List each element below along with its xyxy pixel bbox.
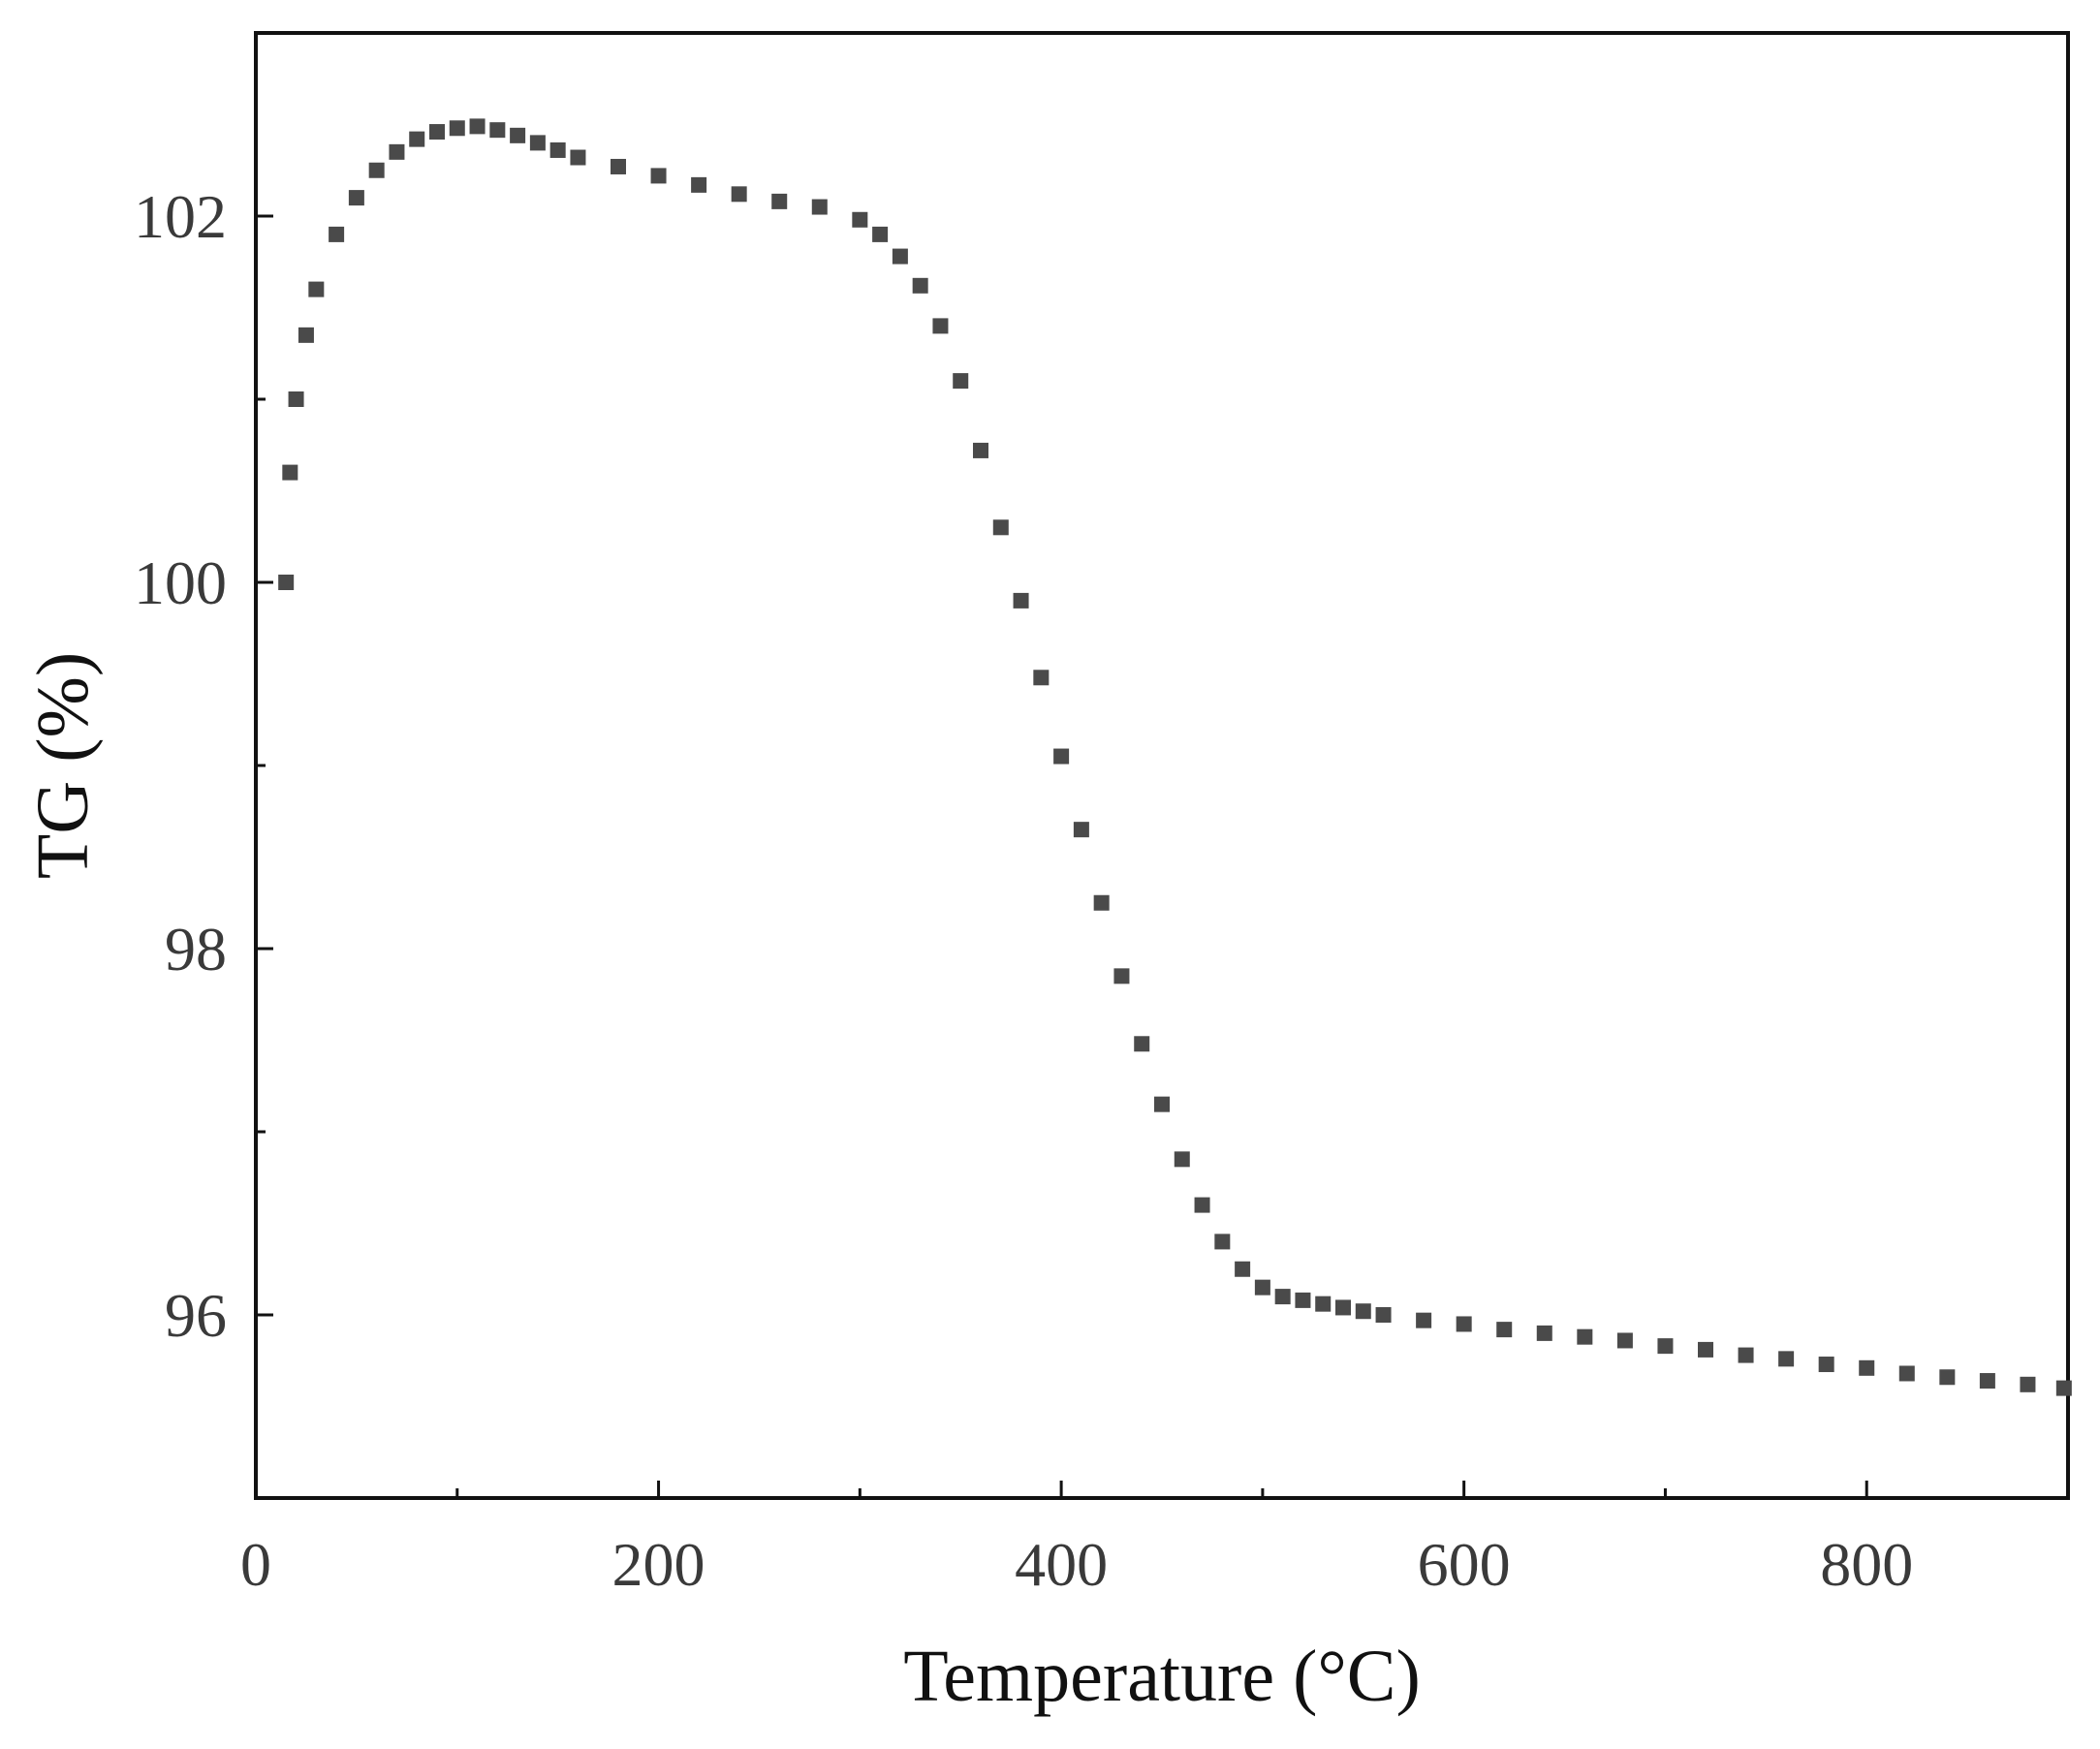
- data-point: [912, 277, 928, 294]
- data-point: [1335, 1299, 1351, 1316]
- data-point: [1898, 1365, 1915, 1382]
- data-point: [1375, 1307, 1392, 1323]
- y-tick-label: 96: [165, 1281, 227, 1350]
- data-point: [1033, 670, 1050, 686]
- data-point: [308, 281, 325, 297]
- x-tick-label: 600: [1418, 1530, 1511, 1599]
- data-point: [892, 248, 908, 265]
- x-axis-title: Temperature (°C): [903, 1636, 1421, 1717]
- data-point: [1939, 1369, 1956, 1386]
- data-point: [1657, 1338, 1674, 1355]
- data-point: [348, 190, 364, 206]
- y-axis-title: TG (%): [22, 652, 104, 879]
- data-point: [611, 158, 626, 174]
- y-tick-label: 102: [134, 182, 227, 251]
- data-point: [1577, 1328, 1593, 1345]
- data-point: [510, 127, 526, 143]
- data-point: [1174, 1151, 1190, 1168]
- data-point: [1053, 748, 1070, 765]
- y-tick-label: 98: [165, 915, 227, 984]
- data-point: [811, 199, 828, 215]
- data-point: [1355, 1303, 1371, 1320]
- data-point: [469, 118, 486, 135]
- data-point: [1496, 1322, 1513, 1338]
- data-point: [1616, 1332, 1633, 1349]
- data-point: [953, 373, 969, 390]
- data-point: [650, 168, 667, 184]
- data-point: [1214, 1234, 1231, 1250]
- data-point: [1295, 1292, 1311, 1308]
- data-point: [1778, 1351, 1795, 1367]
- data-point: [288, 391, 304, 407]
- data-point: [1134, 1036, 1150, 1052]
- data-point: [932, 318, 949, 334]
- data-point: [1093, 894, 1110, 911]
- data-point: [409, 131, 425, 147]
- data-point: [429, 124, 445, 141]
- data-point: [278, 575, 295, 590]
- x-tick-label: 400: [1015, 1530, 1108, 1599]
- data-point: [1013, 592, 1029, 609]
- data-point: [329, 226, 345, 242]
- x-tick-label: 200: [612, 1530, 705, 1599]
- data-point: [1536, 1325, 1552, 1341]
- data-point: [1073, 822, 1089, 838]
- data-point: [1154, 1096, 1170, 1112]
- data-point: [449, 120, 465, 137]
- data-point: [1113, 968, 1130, 984]
- data-point: [973, 442, 988, 458]
- data-point: [389, 143, 405, 160]
- y-axis-ticks: 96 98 100 102: [134, 182, 273, 1350]
- data-point: [1416, 1312, 1432, 1328]
- data-series: [278, 118, 2072, 1396]
- data-point: [1818, 1357, 1834, 1373]
- data-point: [549, 141, 566, 158]
- data-point: [368, 162, 385, 178]
- data-point: [1698, 1341, 1713, 1358]
- y-tick-label: 100: [134, 548, 227, 617]
- data-point: [282, 464, 298, 481]
- data-point: [992, 519, 1009, 536]
- data-point: [1979, 1373, 1995, 1390]
- data-point: [1274, 1289, 1291, 1305]
- data-point: [1235, 1261, 1251, 1277]
- data-point: [731, 186, 747, 203]
- data-point: [691, 176, 707, 193]
- data-point: [1738, 1347, 1754, 1363]
- data-point: [1859, 1359, 1875, 1376]
- x-tick-label: 800: [1820, 1530, 1913, 1599]
- data-point: [1456, 1316, 1472, 1332]
- x-axis-ticks: 0 200 400 600 800: [240, 1481, 1913, 1599]
- data-point: [570, 149, 586, 166]
- data-point: [489, 122, 506, 139]
- data-point: [2020, 1376, 2036, 1392]
- plot-area-frame: [254, 31, 2070, 1500]
- data-point: [1315, 1296, 1332, 1312]
- x-tick-label: 0: [240, 1530, 271, 1599]
- data-point: [529, 135, 546, 151]
- data-point: [872, 226, 889, 242]
- data-point: [852, 211, 868, 228]
- data-point: [1194, 1197, 1210, 1213]
- data-point: [298, 327, 314, 343]
- data-point: [771, 193, 788, 209]
- data-point: [1254, 1279, 1270, 1296]
- data-point: [2055, 1380, 2072, 1396]
